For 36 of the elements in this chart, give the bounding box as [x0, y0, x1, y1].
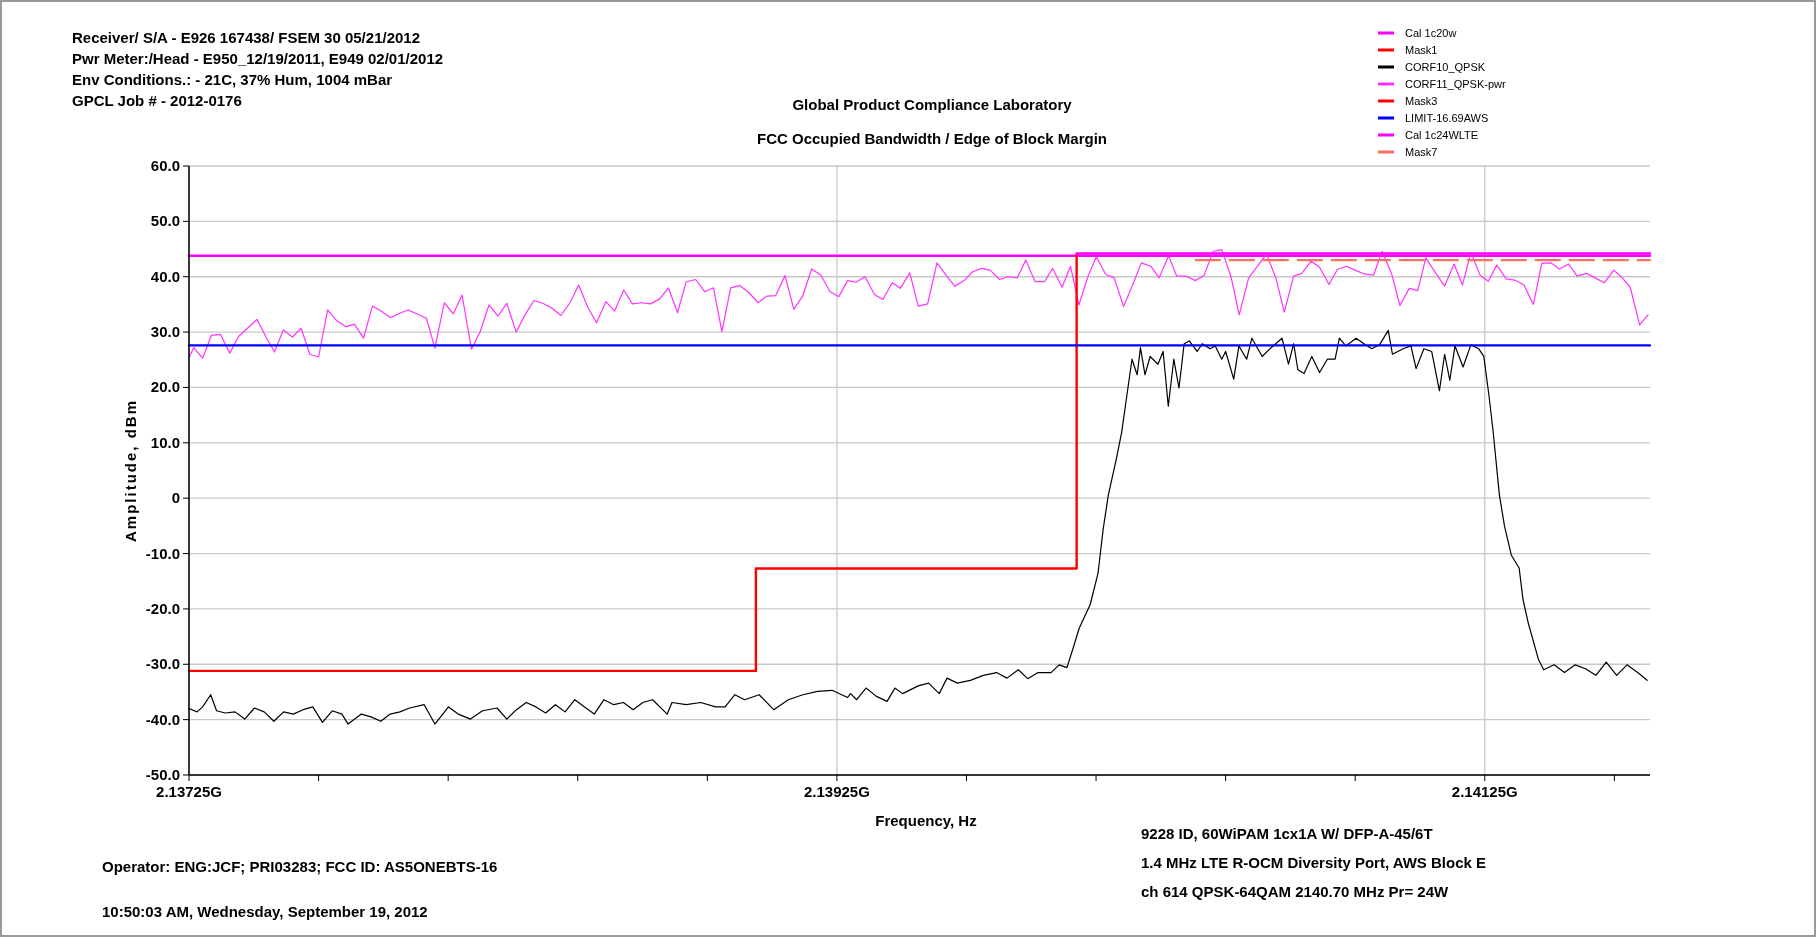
- legend-label: LIMIT-16.69AWS: [1405, 112, 1489, 124]
- y-tick-label: -50.0: [145, 766, 180, 783]
- y-tick-label: 50.0: [150, 212, 180, 230]
- legend-label: Cal 1c24WLTE: [1405, 129, 1479, 141]
- y-tick-label: 30.0: [150, 323, 180, 341]
- y-tick-label: -10.0: [145, 544, 180, 562]
- x-tick-label: 2.14125G: [1451, 783, 1518, 800]
- y-tick-label: 20.0: [150, 378, 180, 396]
- text: GPCL Job # - 2012-0176: [72, 92, 242, 109]
- y-tick-label: 10.0: [150, 433, 180, 451]
- legend-label: Mask3: [1405, 95, 1438, 107]
- y-tick-label: 40.0: [150, 267, 180, 285]
- y-tick-label: 60.0: [150, 157, 180, 174]
- legend-label: Cal 1c20w: [1405, 27, 1457, 39]
- text: ch 614 QPSK-64QAM 2140.70 MHz Pr= 24W: [1141, 883, 1450, 900]
- chart-subtitle: FCC Occupied Bandwidth / Edge of Block Margin: [756, 130, 1108, 147]
- y-tick-label: -20.0: [145, 599, 180, 617]
- text: Env Conditions.: - 21C, 37% Hum, 1004 mBar: [72, 71, 393, 88]
- text: 1.4 MHz LTE R-OCM Diversity Port, AWS Block E: [1141, 854, 1487, 871]
- text: Receiver/ S/A - E926 167438/ FSEM 30 05/21/2012: [72, 29, 421, 46]
- x-tick-label: 2.13925G: [803, 783, 870, 800]
- y-tick-label: 0: [171, 489, 180, 507]
- text: 9228 ID, 60WiPAM 1cx1A W/ DFP-A-45/6T: [1141, 825, 1433, 842]
- y-tick-label: -40.0: [145, 710, 180, 728]
- legend-label: Mask1: [1405, 44, 1438, 56]
- y-tick-label: -30.0: [145, 655, 180, 673]
- x-axis-title: Frequency, Hz: [875, 812, 977, 829]
- x-tick-label: 2.13725G: [156, 783, 222, 800]
- legend-label: CORF10_QPSK: [1405, 61, 1486, 73]
- legend-label: Mask7: [1405, 146, 1438, 158]
- text: Pwr Meter:/Head - E950_12/19/2011, E949 02/01/2012: [72, 50, 444, 67]
- text: 10:50:03 AM, Wednesday, September 19, 2012: [102, 903, 428, 920]
- text: Operator: ENG:JCF; PRI03283; FCC ID: AS5ONEBTS-16: [102, 858, 498, 875]
- chart-title: Global Product Compliance Laboratory: [792, 96, 1073, 113]
- legend-label: CORF11_QPSK-pwr: [1405, 78, 1506, 90]
- y-axis-title: Amplitude, dBm: [122, 399, 139, 542]
